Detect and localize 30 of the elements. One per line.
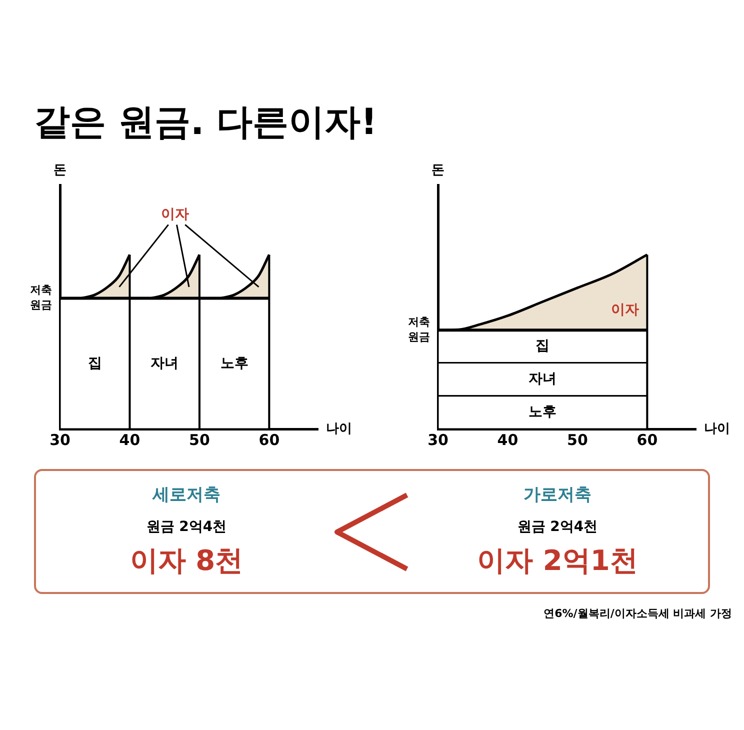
band-label: 노후	[528, 404, 557, 420]
band-label: 자녀	[150, 355, 179, 372]
x-tick-label: 60	[258, 430, 280, 449]
band-label: 집	[536, 338, 550, 354]
chart-title: 같은 원금. 다른이자!	[34, 101, 378, 145]
annotation: 이자	[611, 302, 640, 318]
x-tick-label: 30	[50, 430, 70, 449]
text: 이자 8천	[128, 543, 244, 579]
x-tick-label: 50	[189, 430, 210, 449]
text: 연6%/월복리/이자소득세 비과세 가정	[542, 606, 732, 621]
y-axis-title: 돈	[54, 162, 66, 178]
band-label: 노후	[220, 355, 248, 372]
text: 원금 2억4천	[516, 518, 599, 536]
x-tick-label: 40	[497, 430, 518, 449]
ref-line-label: 저축 원금	[408, 316, 430, 344]
x-axis-title: 나이	[704, 421, 730, 436]
x-tick-label: 30	[428, 430, 448, 449]
x-axis-title: 나이	[326, 421, 352, 436]
text: 원금 2억4천	[145, 518, 228, 536]
text: 이자 2억1천	[476, 543, 639, 579]
band-label: 자녀	[528, 370, 557, 387]
text: 이자	[161, 206, 190, 222]
band-label: 집	[88, 355, 102, 372]
x-tick-label: 50	[567, 430, 588, 449]
text: 가로저축	[522, 484, 592, 506]
x-tick-label: 40	[119, 430, 140, 449]
text: 세로저축	[151, 484, 222, 506]
y-axis-title: 돈	[432, 162, 444, 178]
ref-line-label: 저축 원금	[30, 284, 52, 312]
x-tick-label: 60	[636, 430, 658, 449]
